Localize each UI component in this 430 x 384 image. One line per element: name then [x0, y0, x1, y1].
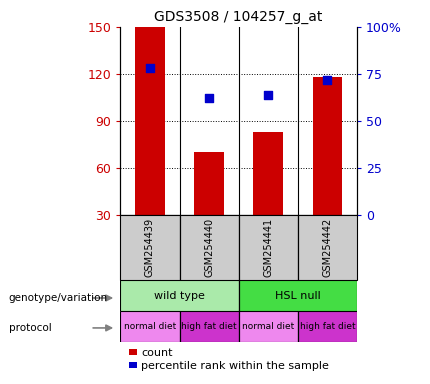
Text: high fat diet: high fat diet — [300, 322, 355, 331]
Text: genotype/variation: genotype/variation — [9, 293, 108, 303]
FancyBboxPatch shape — [120, 311, 180, 342]
FancyBboxPatch shape — [239, 311, 298, 342]
Bar — [194, 152, 224, 215]
Bar — [313, 77, 342, 215]
Text: wild type: wild type — [154, 291, 205, 301]
Text: GSM254439: GSM254439 — [145, 218, 155, 277]
Text: GSM254441: GSM254441 — [263, 218, 273, 277]
Text: normal diet: normal diet — [124, 322, 176, 331]
Point — [206, 95, 212, 101]
Point — [324, 76, 331, 83]
FancyBboxPatch shape — [120, 215, 180, 280]
Text: normal diet: normal diet — [242, 322, 295, 331]
Point — [265, 91, 272, 98]
Bar — [253, 132, 283, 215]
FancyBboxPatch shape — [120, 280, 239, 311]
FancyBboxPatch shape — [180, 311, 239, 342]
Text: percentile rank within the sample: percentile rank within the sample — [141, 361, 329, 371]
Title: GDS3508 / 104257_g_at: GDS3508 / 104257_g_at — [154, 10, 323, 25]
Point — [147, 65, 154, 71]
Text: GSM254440: GSM254440 — [204, 218, 214, 277]
Text: protocol: protocol — [9, 323, 51, 333]
FancyBboxPatch shape — [180, 215, 239, 280]
Text: HSL null: HSL null — [275, 291, 321, 301]
Text: high fat diet: high fat diet — [181, 322, 237, 331]
Text: count: count — [141, 348, 172, 358]
Bar — [135, 24, 165, 215]
FancyBboxPatch shape — [239, 280, 357, 311]
FancyBboxPatch shape — [298, 215, 357, 280]
FancyBboxPatch shape — [298, 311, 357, 342]
FancyBboxPatch shape — [239, 215, 298, 280]
Text: GSM254442: GSM254442 — [322, 218, 332, 277]
